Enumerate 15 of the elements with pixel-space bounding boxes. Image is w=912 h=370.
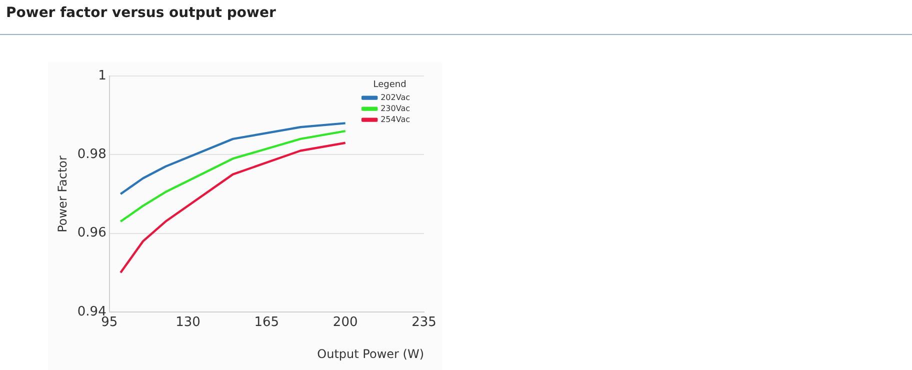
- y-tick-label: 0.98: [77, 147, 106, 162]
- x-tick-label: 130: [176, 315, 200, 330]
- x-axis-title: Output Power (W): [317, 346, 424, 361]
- y-tick-label: 1: [98, 68, 106, 84]
- x-tick-label: 235: [412, 315, 436, 330]
- x-tick-label: 200: [332, 315, 358, 330]
- x-tick-label: 165: [254, 315, 280, 330]
- legend-label: 202Vac: [380, 92, 410, 102]
- y-axis-title: Power Factor: [55, 156, 70, 232]
- chart-title: Power factor versus output power: [6, 5, 276, 21]
- x-tick-label: 95: [101, 315, 118, 330]
- legend-title: Legend: [373, 80, 406, 90]
- y-tick-label: 0.96: [77, 226, 106, 241]
- legend-label: 230Vac: [380, 104, 410, 113]
- legend-label: 254Vac: [380, 114, 410, 124]
